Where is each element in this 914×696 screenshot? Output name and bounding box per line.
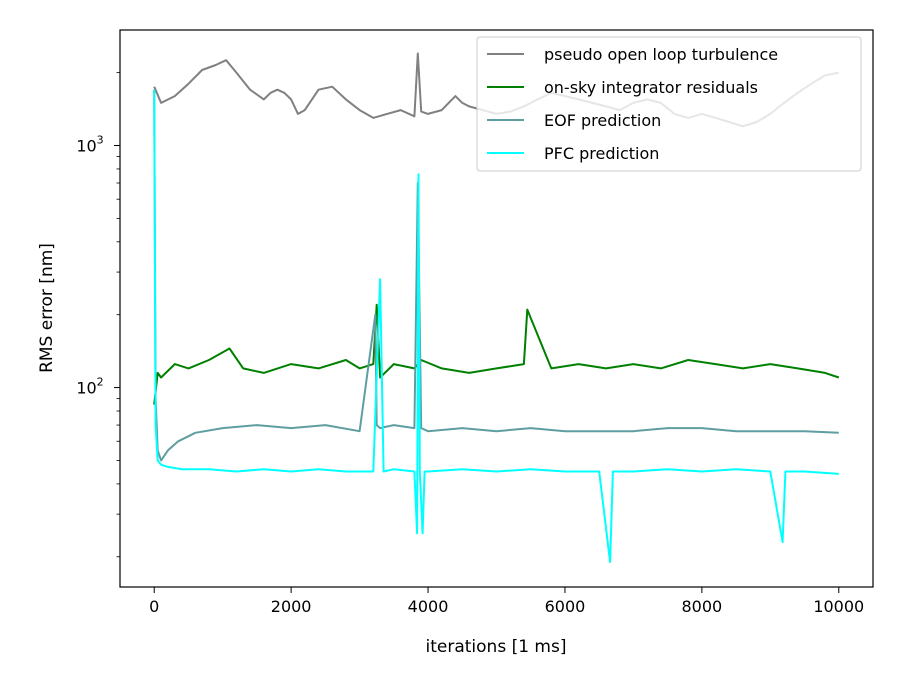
x-axis: 0 2000 4000 6000 8000 10000 [149, 587, 864, 616]
legend-label: EOF prediction [544, 111, 661, 130]
x-tick-label: 4000 [408, 597, 449, 616]
x-tick-label: 6000 [545, 597, 586, 616]
x-tick-label: 8000 [682, 597, 723, 616]
x-axis-label: iterations [1 ms] [426, 637, 567, 657]
axes-frame [119, 29, 874, 588]
legend-label: on-sky integrator residuals [544, 78, 758, 97]
legend: pseudo open loop turbulence on-sky integr… [476, 36, 862, 172]
x-tick-label: 10000 [813, 597, 864, 616]
y-tick-label: 103 [76, 133, 103, 155]
y-axis-label: RMS error [nm] [37, 243, 57, 373]
y-axis: 102 103 [76, 72, 120, 558]
legend-box [476, 36, 862, 172]
legend-label: pseudo open loop turbulence [544, 45, 778, 64]
x-tick-label: 0 [149, 597, 159, 616]
series-line-3 [153, 89, 839, 462]
y-tick-label: 102 [76, 376, 103, 398]
series-line-4 [153, 89, 839, 564]
x-tick-label: 2000 [271, 597, 312, 616]
legend-label: PFC prediction [544, 144, 659, 163]
